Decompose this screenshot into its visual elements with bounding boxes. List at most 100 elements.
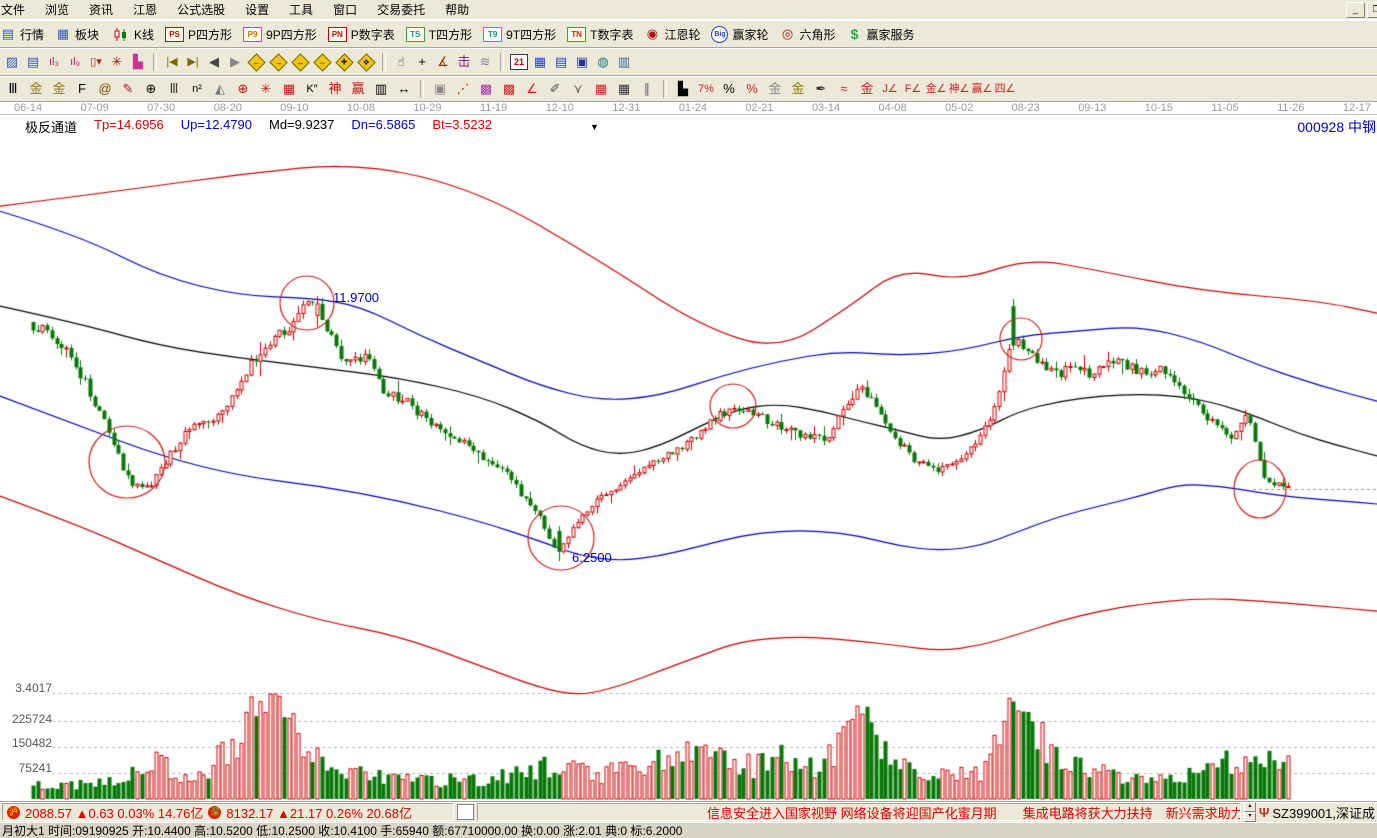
pencil-2-icon[interactable]: ✐ — [544, 79, 566, 99]
menu-item-9[interactable]: 帮助 — [445, 3, 470, 17]
notes-icon[interactable]: ▤ — [551, 52, 571, 72]
mirror-angle-icon[interactable]: ◭ — [209, 79, 231, 99]
last-bar-icon[interactable]: ▶| — [183, 52, 203, 72]
menu-item-3[interactable]: 江恩 — [133, 3, 158, 17]
gold-angle-icon[interactable]: 金∠ — [925, 79, 947, 99]
menu-item-8[interactable]: 交易委托 — [377, 3, 426, 17]
wave-red-icon[interactable]: ≈ — [833, 79, 855, 99]
starburst-icon[interactable]: ✳ — [255, 79, 277, 99]
ticker-spinner[interactable]: ▴ ▾ — [1243, 802, 1256, 822]
spinner-down-icon[interactable]: ▾ — [1243, 812, 1256, 822]
menu-item-1[interactable]: 浏览 — [45, 3, 70, 17]
fan-2-icon[interactable]: ∠ — [521, 79, 543, 99]
menu-item-4[interactable]: 公式选股 — [177, 3, 226, 17]
grid-red-2-icon[interactable]: ▦ — [590, 79, 612, 99]
restore-button[interactable]: ❐ — [1367, 1, 1377, 18]
pct-line-icon[interactable]: % — [741, 79, 763, 99]
mode-9p-square[interactable]: P9 9P四方形 — [238, 23, 322, 45]
box-tool-icon[interactable]: ▣ — [429, 79, 451, 99]
first-bar-icon[interactable]: |◀ — [162, 52, 182, 72]
si-angle-icon[interactable]: 四∠ — [994, 79, 1016, 99]
compress-icon[interactable]: ⇔ — [313, 52, 332, 72]
zoom-h-icon[interactable]: ↔ — [291, 52, 310, 72]
brush-icon[interactable]: ✎ — [117, 79, 139, 99]
browser-icon[interactable]: ◍ — [593, 52, 613, 72]
gold-lines-icon[interactable]: 金 — [787, 79, 809, 99]
mode-p-table[interactable]: PN P数字表 — [323, 23, 400, 45]
mode-9t-square[interactable]: T9 9T四方形 — [478, 23, 561, 45]
prev-bar-icon[interactable]: ◀ — [204, 52, 224, 72]
menu-item-0[interactable]: 文件 — [1, 3, 26, 17]
ink-brush-icon[interactable]: ✒ — [810, 79, 832, 99]
shen-angle-icon[interactable]: 神∠ — [948, 79, 970, 99]
n-squared-icon[interactable]: n² — [186, 79, 208, 99]
mode-p-square[interactable]: PS P四方形 — [160, 23, 237, 45]
target-red-icon[interactable]: ⊕ — [232, 79, 254, 99]
stats-icon[interactable]: ▙ — [672, 79, 694, 99]
color-chart-icon[interactable]: ▙ — [128, 52, 148, 72]
print-icon[interactable]: ▥ — [614, 52, 634, 72]
f-gann-icon[interactable]: F — [71, 79, 93, 99]
scroll-left-icon[interactable]: ← — [247, 52, 266, 72]
candle-style-icon[interactable]: ▯▾ — [86, 52, 106, 72]
j-angle-icon[interactable]: J∠ — [879, 79, 901, 99]
h-arrows-icon[interactable]: ↔ — [393, 79, 415, 99]
mode-winner-service[interactable]: $ 赢家服务 — [842, 23, 920, 45]
hash-2-icon[interactable]: Ⅲ — [163, 79, 185, 99]
full-range-icon[interactable]: ❖ — [357, 52, 376, 72]
menu-item-5[interactable]: 设置 — [245, 3, 270, 17]
pan-hand-icon[interactable]: ☝ — [391, 52, 411, 72]
pct-icon[interactable]: % — [718, 79, 740, 99]
angle-tool-icon[interactable]: ∡ — [433, 52, 453, 72]
pct-7-icon[interactable]: 7% — [695, 79, 717, 99]
wave-tool-icon[interactable]: ≋ — [475, 52, 495, 72]
pattern-red-icon[interactable]: ▩ — [498, 79, 520, 99]
gold-red-icon[interactable]: 金 — [856, 79, 878, 99]
calculator-icon[interactable]: ▦ — [530, 52, 550, 72]
stamp-icon[interactable]: ✳ — [107, 52, 127, 72]
ying-angle-icon[interactable]: 赢∠ — [971, 79, 993, 99]
mode-t-table[interactable]: TN T数字表 — [562, 23, 638, 45]
mode-t-square[interactable]: TS T四方形 — [401, 23, 477, 45]
menu-item-6[interactable]: 工具 — [289, 3, 314, 17]
gann-tool-icon[interactable]: 击 — [454, 52, 474, 72]
mode-quotes[interactable]: ▤ 行情 — [0, 23, 49, 45]
gold-gann-1-icon[interactable]: 金 — [25, 79, 47, 99]
spinner-up-icon[interactable]: ▴ — [1243, 802, 1256, 812]
comb-icon[interactable]: ▥ — [370, 79, 392, 99]
shen-icon[interactable]: 神 — [324, 79, 346, 99]
circle-gauge-icon[interactable]: ⊕ — [140, 79, 162, 99]
next-bar-icon[interactable]: ▶ — [225, 52, 245, 72]
bars-3-icon[interactable]: ıl₃ — [44, 52, 64, 72]
hash-ruler-icon[interactable]: Ⅲ — [2, 79, 24, 99]
expand-icon[interactable]: ✚ — [335, 52, 354, 72]
info-list-icon[interactable]: ▤ — [23, 52, 43, 72]
fan-red-icon[interactable]: ⋰ — [452, 79, 474, 99]
mode-gann-wheel[interactable]: ◉ 江恩轮 — [639, 23, 705, 45]
mode-winner-wheel[interactable]: Big 赢家轮 — [706, 23, 773, 45]
f-angle-icon[interactable]: F∠ — [902, 79, 924, 99]
kline-canvas[interactable] — [0, 102, 1377, 801]
v-wave-icon[interactable]: ⋎ — [567, 79, 589, 99]
save-icon[interactable]: ▣ — [572, 52, 592, 72]
crosshair-icon[interactable]: + — [412, 52, 432, 72]
grid-black-icon[interactable]: ▦ — [613, 79, 635, 99]
gold-circle-icon[interactable]: 金 — [764, 79, 786, 99]
gold-gann-2-icon[interactable]: 金 — [48, 79, 70, 99]
k-quote-icon[interactable]: K″ — [301, 79, 323, 99]
mode-kline[interactable]: K线 — [105, 23, 159, 45]
menu-item-7[interactable]: 窗口 — [333, 3, 358, 17]
grid-red-icon[interactable]: ▦ — [278, 79, 300, 99]
ying-icon[interactable]: 赢 — [347, 79, 369, 99]
slash-fan-icon[interactable]: ∥ — [636, 79, 658, 99]
menu-item-2[interactable]: 资讯 — [89, 3, 114, 17]
minimize-button[interactable]: _ — [1346, 1, 1365, 18]
pattern-purple-icon[interactable]: ▩ — [475, 79, 497, 99]
spiral-icon[interactable]: @ — [94, 79, 116, 99]
scroll-right-icon[interactable]: → — [269, 52, 288, 72]
news-ticker[interactable]: 信息安全进入国家视野 网络设备将迎国产化蜜月期 集成电路将获大力扶持 新兴需求助… — [477, 803, 1241, 821]
mode-sectors[interactable]: ▦ 板块 — [50, 23, 104, 45]
quick-input[interactable] — [457, 804, 474, 820]
pattern-browser-icon[interactable]: ▨ — [2, 52, 22, 72]
calendar-icon[interactable]: 21 — [509, 52, 529, 72]
